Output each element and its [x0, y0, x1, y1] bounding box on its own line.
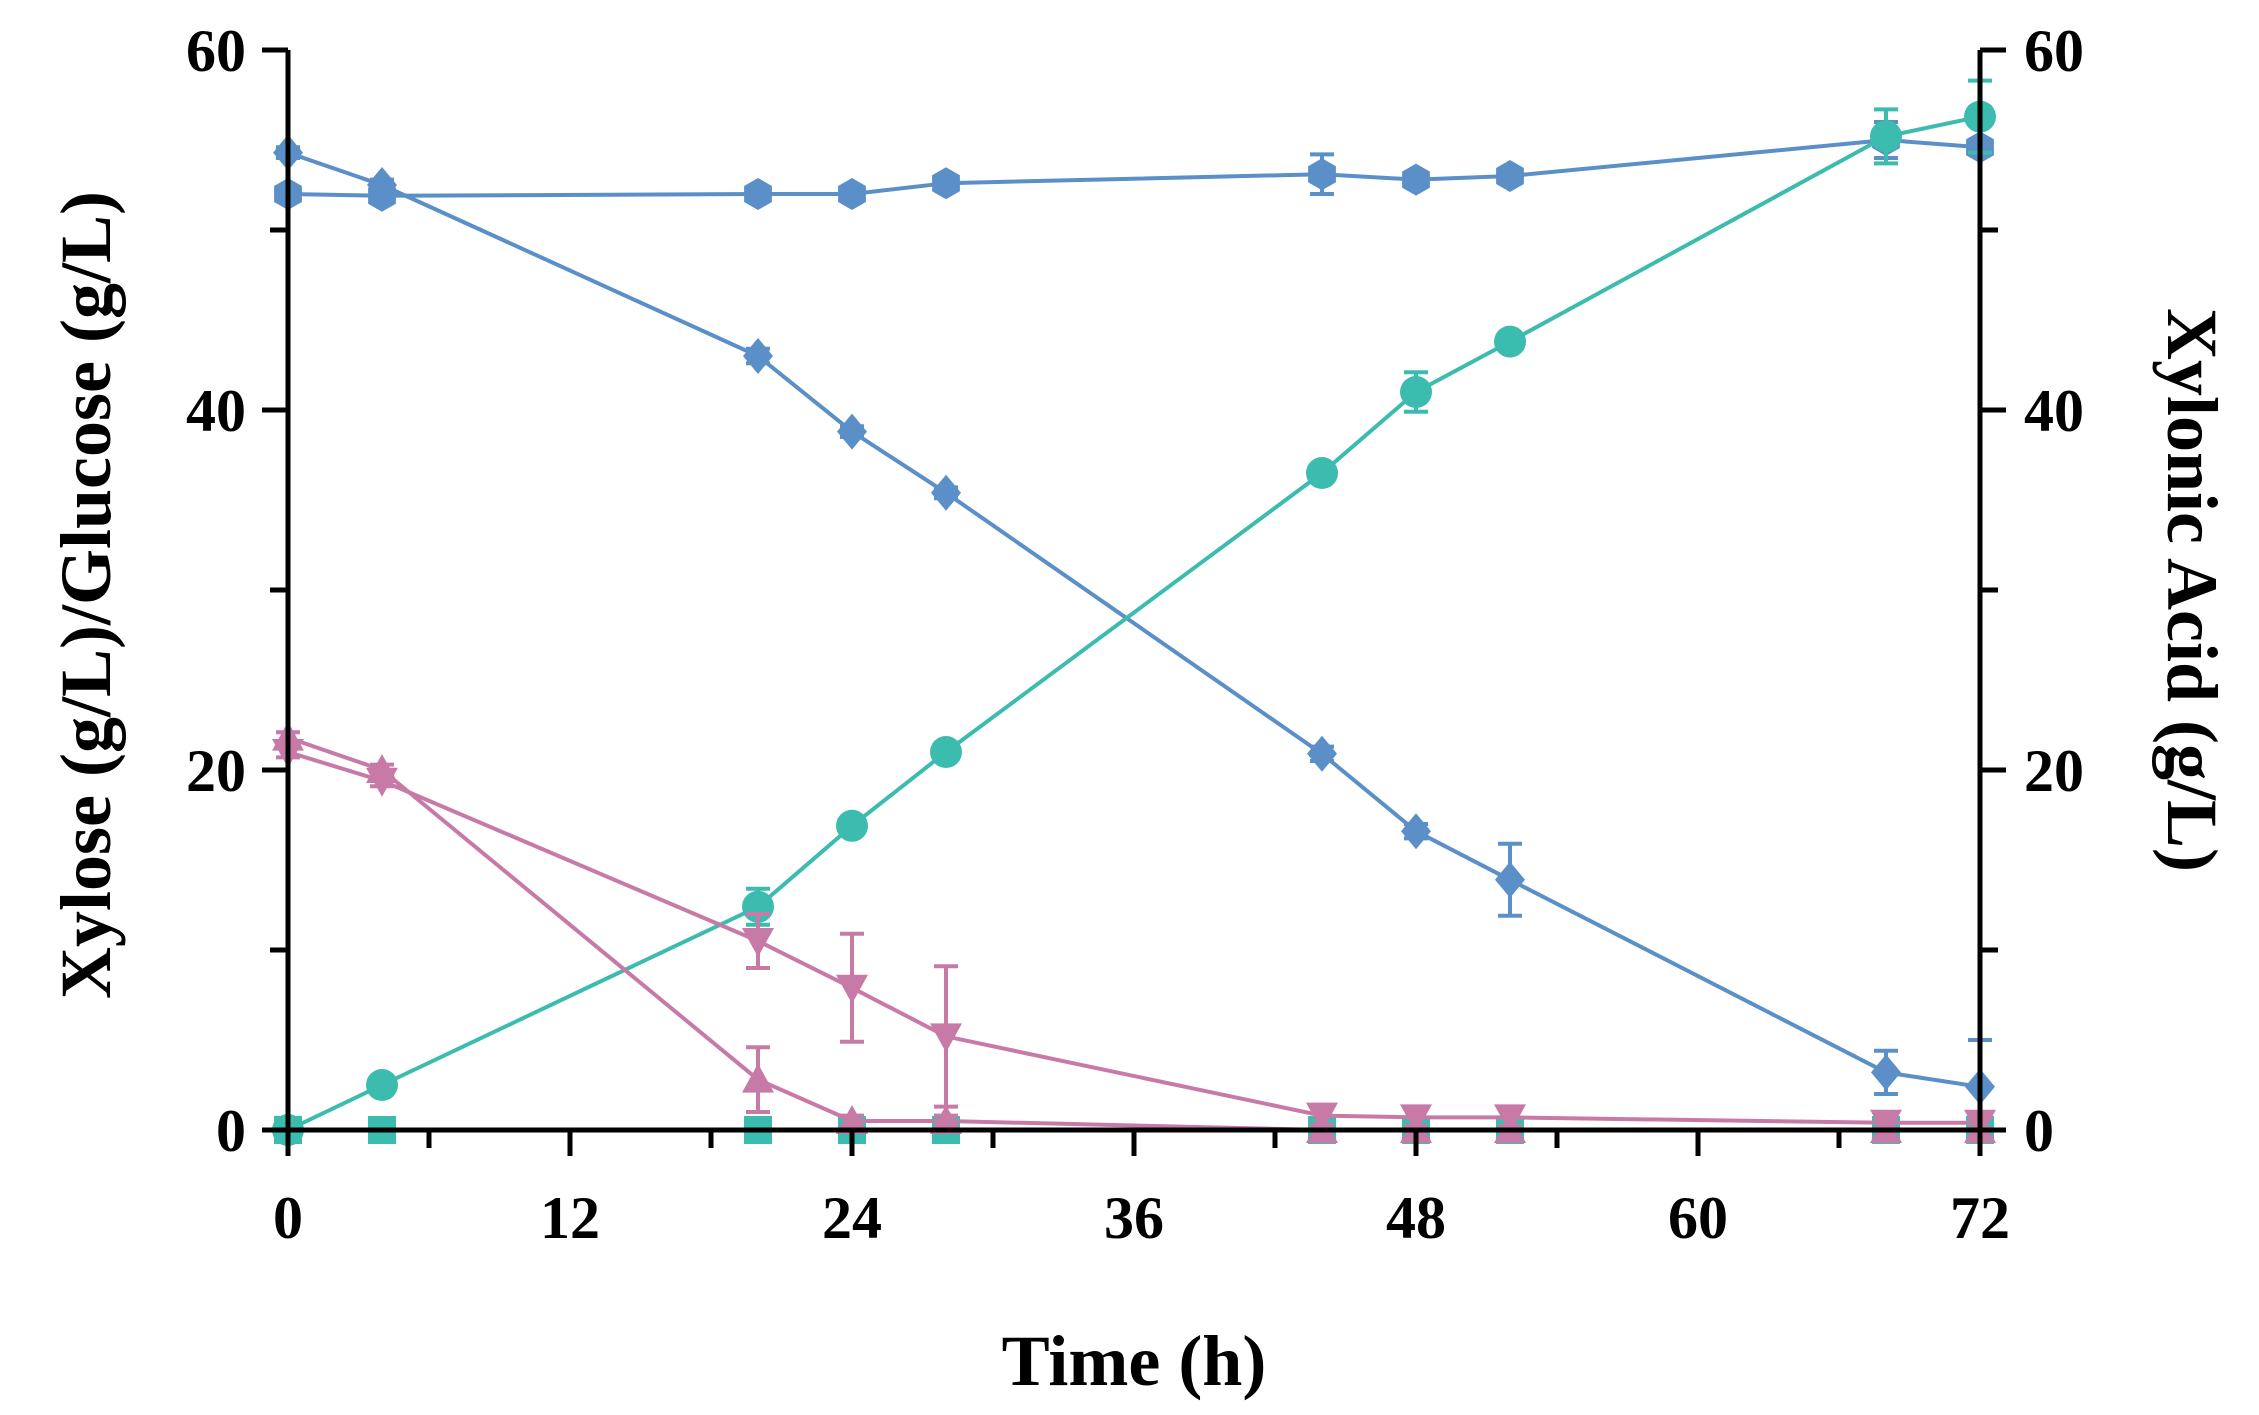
data-point — [1401, 813, 1431, 850]
data-point — [1306, 1102, 1338, 1132]
series-2 — [272, 78, 1996, 1146]
data-point — [836, 1105, 868, 1134]
data-point — [836, 809, 868, 842]
data-point — [930, 1023, 962, 1053]
x-tick-label: 48 — [1386, 1185, 1446, 1251]
series-line — [287, 150, 1981, 1089]
right-y-tick-label: 0 — [2024, 1098, 2054, 1164]
right-y-tick-label: 20 — [2024, 738, 2084, 804]
data-point — [1402, 163, 1430, 196]
data-point — [742, 928, 774, 957]
data-point — [1308, 158, 1336, 191]
data-point — [1307, 735, 1337, 772]
series-1 — [274, 120, 1994, 212]
data-point — [1496, 160, 1524, 192]
data-point — [743, 338, 773, 374]
left-y-tick-label: 60 — [186, 18, 246, 84]
data-point — [742, 1063, 774, 1093]
series-line — [287, 114, 1981, 1132]
left-y-tick-label: 40 — [186, 378, 246, 444]
data-point — [368, 179, 396, 212]
x-tick-label: 12 — [540, 1185, 600, 1251]
data-point — [366, 767, 398, 797]
left-y-tick-label: 20 — [186, 738, 246, 804]
data-point — [366, 1069, 398, 1101]
x-tick-label: 36 — [1104, 1185, 1164, 1251]
data-point — [1400, 1104, 1432, 1134]
data-point — [744, 178, 772, 210]
data-point — [836, 974, 868, 1004]
series-line — [287, 735, 1980, 1132]
data-point — [1494, 1104, 1526, 1134]
data-point — [1306, 457, 1338, 489]
data-point — [1494, 325, 1526, 358]
data-point — [931, 474, 961, 511]
series-4 — [272, 721, 1996, 1143]
data-point — [930, 1105, 962, 1134]
data-point — [838, 178, 866, 210]
x-axis-title: Time (h) — [1002, 1321, 1267, 1401]
series-line — [287, 750, 1980, 1125]
data-point — [837, 413, 867, 450]
data-point — [1495, 861, 1525, 898]
axes-layer — [285, 50, 1983, 1133]
data-point — [1871, 1054, 1901, 1091]
data-point — [1870, 1109, 1902, 1139]
series-line — [287, 137, 1981, 198]
series-5 — [272, 739, 1996, 1139]
series-0 — [273, 134, 1995, 1132]
x-tick-label: 24 — [822, 1185, 882, 1251]
right-y-tick-label: 60 — [2024, 18, 2084, 84]
x-tick-label: 60 — [1668, 1185, 1728, 1251]
x-tick-label: 0 — [273, 1185, 303, 1251]
right-y-axis-title: Xylonic Acid (g/L) — [2152, 308, 2232, 872]
x-tick-label: 72 — [1950, 1185, 2010, 1251]
right-y-tick-label: 40 — [2024, 378, 2084, 444]
data-point — [932, 167, 960, 200]
data-point — [930, 736, 962, 768]
series-layer — [272, 78, 1996, 1146]
left-y-tick-label: 0 — [216, 1098, 246, 1164]
data-point — [1870, 120, 1902, 153]
data-point — [1400, 376, 1432, 408]
left-y-axis-title: Xylose (g/L)/Glucose (g/L) — [46, 191, 126, 999]
